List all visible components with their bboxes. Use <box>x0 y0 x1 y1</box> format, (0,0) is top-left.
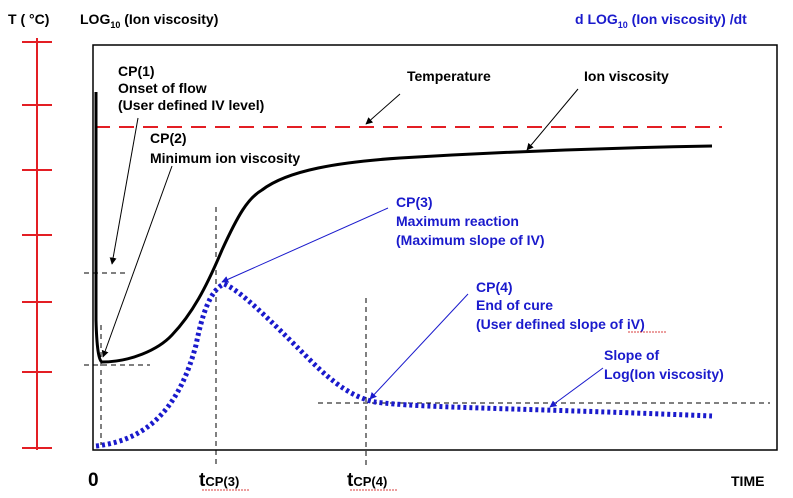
svg-text:Slope of: Slope of <box>604 347 660 363</box>
svg-text:Maximum reaction: Maximum reaction <box>396 213 519 229</box>
slope-annotation: Slope of Log(Ion viscosity) <box>604 347 724 382</box>
svg-text:CP(3): CP(3) <box>396 194 433 210</box>
tick-tcp3: tCP(3) <box>199 470 239 491</box>
svg-text:Minimum ion viscosity: Minimum ion viscosity <box>150 150 300 166</box>
temperature-arrow <box>365 93 401 125</box>
ion-viscosity-label: Ion viscosity <box>584 68 669 84</box>
svg-text:CP(4): CP(4) <box>476 279 513 295</box>
svg-text:(Maximum slope of IV): (Maximum slope of IV) <box>396 232 545 248</box>
slope-curve <box>95 281 713 449</box>
temperature-axis <box>22 38 52 450</box>
svg-text:Onset of flow: Onset of flow <box>118 80 207 96</box>
cp2-arrow <box>101 165 173 358</box>
cp3-arrow <box>221 207 389 283</box>
right-axis-label: d LOG10 (Ion viscosity) /dt <box>575 11 747 30</box>
slope-arrow <box>549 367 604 408</box>
temperature-label: Temperature <box>407 68 491 84</box>
plot-frame <box>92 44 778 451</box>
svg-text:Log(Ion viscosity): Log(Ion viscosity) <box>604 366 724 382</box>
svg-text:CP(1): CP(1) <box>118 63 155 79</box>
svg-text:(User defined slope of iV): (User defined slope of iV) <box>476 316 645 332</box>
time-axis-label: TIME <box>731 473 764 489</box>
temperature-axis-label: T ( °C) <box>8 11 49 27</box>
svg-text:CP(2): CP(2) <box>150 130 187 146</box>
ion-viscosity-arrow <box>526 88 579 151</box>
svg-text:(User defined IV level): (User defined IV level) <box>118 97 264 113</box>
left-axis-label: LOG10 (Ion viscosity) <box>80 11 218 30</box>
cp2-annotation: CP(2) Minimum ion viscosity <box>150 130 300 166</box>
cp4-arrow <box>369 293 469 400</box>
cp1-arrow <box>109 117 139 265</box>
zero-label: 0 <box>88 470 99 491</box>
svg-text:End of cure: End of cure <box>476 297 553 313</box>
ion-viscosity-curve <box>94 92 713 364</box>
tick-tcp4: tCP(4) <box>347 470 387 491</box>
cp3-annotation: CP(3) Maximum reaction (Maximum slope of… <box>396 194 545 248</box>
cp1-annotation: CP(1) Onset of flow (User defined IV lev… <box>118 63 264 113</box>
cp4-annotation: CP(4) End of cure (User defined slope of… <box>476 279 645 332</box>
